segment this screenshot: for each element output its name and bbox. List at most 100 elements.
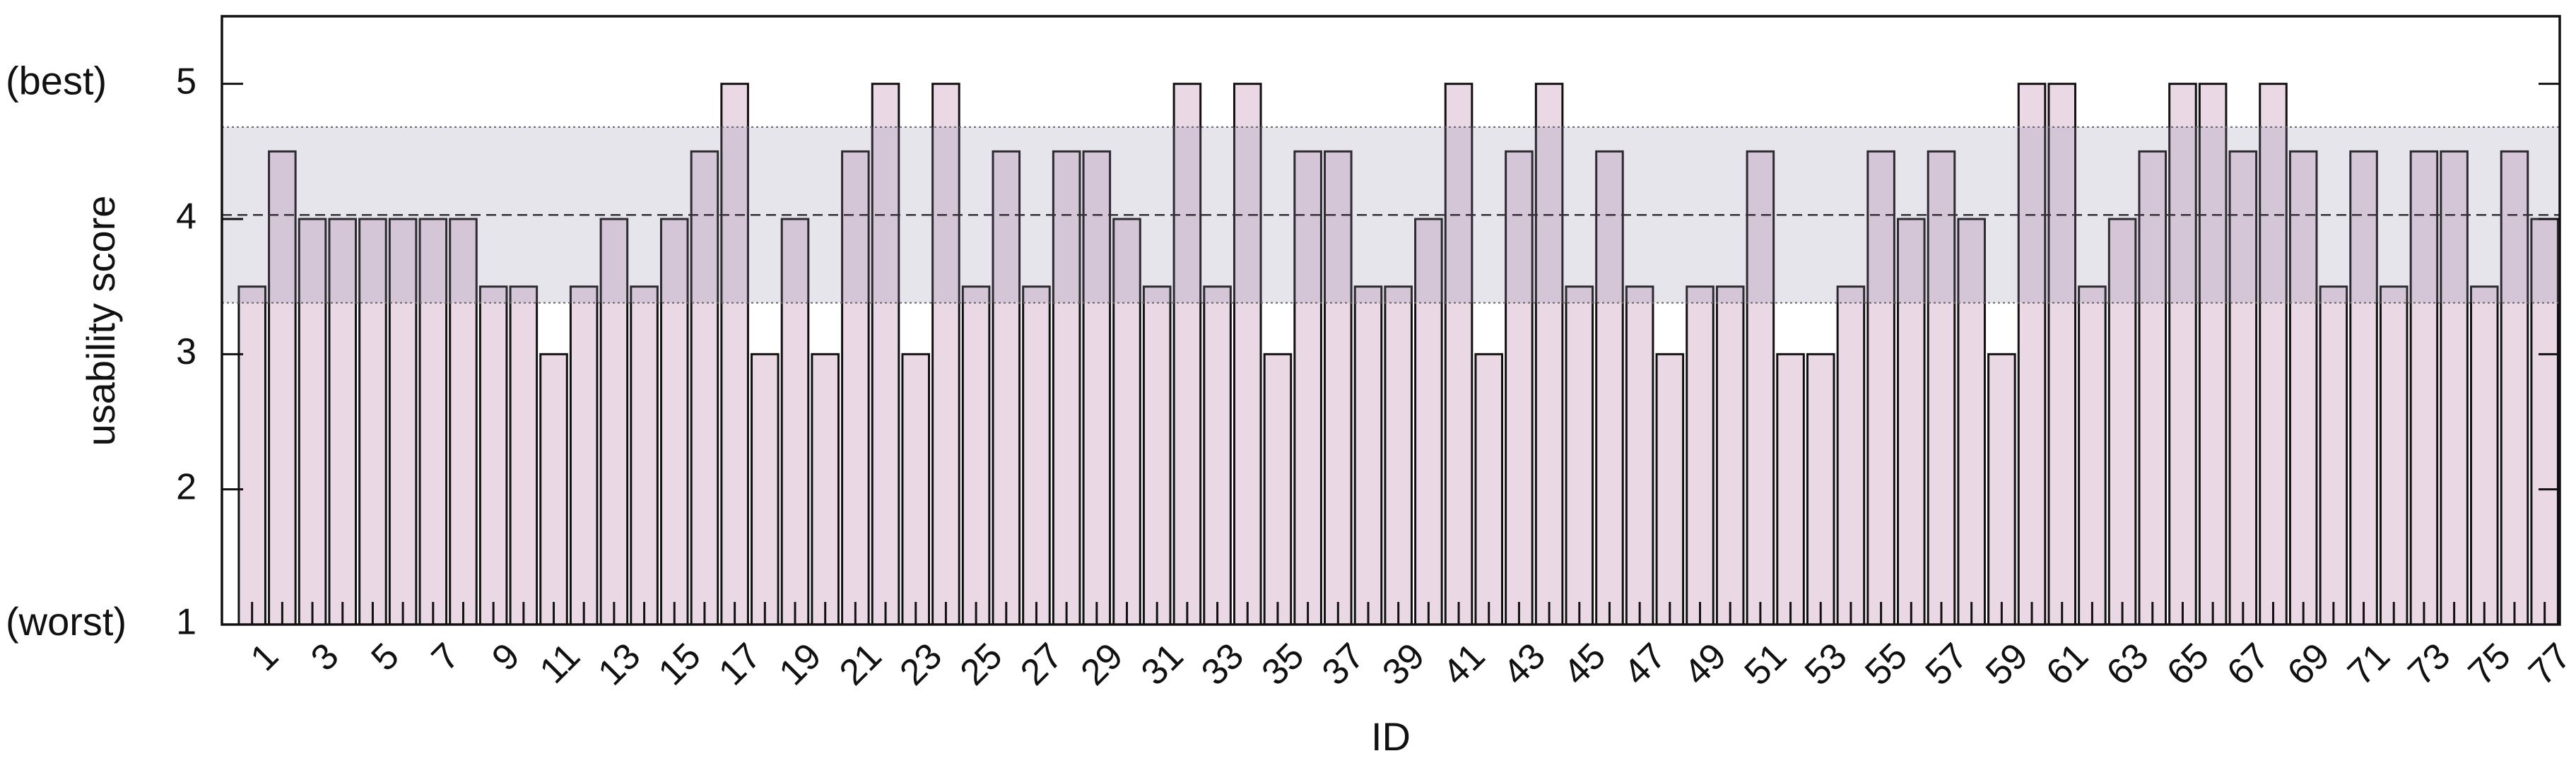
x-tick-label: 47 [1616,635,1674,693]
y-tick-label: 4 [176,196,196,237]
bar [1897,218,1926,626]
bar [1203,285,1232,626]
bar [1987,353,2016,626]
bar [690,150,719,626]
bar [2500,150,2529,626]
x-tick-label: 35 [1254,635,1312,693]
bar [539,353,568,626]
bar [1625,285,1654,626]
x-tick-label: 51 [1736,635,1794,693]
y-tick-label: 1 [176,602,196,643]
bar [358,218,387,626]
x-tick-label: 77 [2521,635,2576,693]
bar [992,150,1021,626]
bar [961,285,991,626]
x-tick-label: 27 [1013,635,1071,693]
bar [2379,285,2409,626]
x-tick-label: 37 [1315,635,1372,693]
bar [630,285,659,626]
y-tick-label: 2 [176,466,196,507]
bar [1263,353,1293,626]
bar [1836,285,1866,626]
bar [1746,150,1775,626]
bar [1776,353,1805,626]
bar [1324,150,1353,626]
bar [1022,285,1051,626]
x-tick-label: 1 [243,635,286,678]
annotation: (best) [6,58,107,102]
x-tick-label: 73 [2401,635,2459,693]
plot-frame [220,15,2561,626]
x-tick-label: 57 [1918,635,1976,693]
y-tick-label: 3 [176,331,196,372]
x-tick-label: 31 [1134,635,1192,693]
bar [1655,353,1685,626]
x-tick-label: 75 [2461,635,2519,693]
bar [780,218,810,626]
bar [1353,285,1383,626]
bar [1112,218,1141,626]
x-tick-label: 39 [1375,635,1433,693]
y-axis-label: usability score [78,196,123,446]
x-tick-label: 7 [424,635,467,678]
x-tick-label: 3 [303,635,346,678]
x-tick-label: 13 [590,635,648,693]
bar [811,353,840,626]
bar [2078,285,2107,626]
x-tick-label: 21 [832,635,890,693]
x-tick-label: 63 [2099,635,2157,693]
bar [1565,285,1594,626]
x-tick-label: 67 [2219,635,2277,693]
x-tick-label: 53 [1797,635,1855,693]
bar [1384,285,1413,626]
x-tick-label: 9 [484,635,527,678]
bar [2107,218,2137,626]
x-tick-label: 15 [651,635,709,693]
bar [1414,218,1443,626]
bar [1293,150,1322,626]
x-tick-label: 55 [1857,635,1915,693]
bar [901,353,931,626]
bar [720,83,749,626]
bar [1474,353,1504,626]
x-tick-label: 59 [1978,635,2036,693]
bar [1715,285,1745,626]
bar [599,218,629,626]
x-tick-label: 69 [2280,635,2338,693]
x-tick-label: 23 [892,635,950,693]
bar [1233,83,1262,626]
x-axis-label: ID [1371,714,1411,759]
bar [2440,150,2469,626]
x-tick-label: 33 [1194,635,1252,693]
bar [418,218,448,626]
x-tick-label: 45 [1555,635,1613,693]
x-tick-label: 61 [2038,635,2096,693]
bar [1534,83,1564,626]
x-tick-label: 19 [772,635,830,693]
bar [1172,83,1202,626]
bar [1142,285,1172,626]
bar [237,285,266,626]
bar [2319,285,2348,626]
bar [1806,353,1835,626]
bar [1957,218,1986,626]
bar [2470,285,2499,626]
x-tick-label: 41 [1435,635,1493,693]
bar [2138,150,2168,626]
x-tick-label: 43 [1495,635,1553,693]
x-tick-label: 5 [363,635,406,678]
y-tick-label: 5 [176,61,196,102]
bar [509,285,539,626]
x-tick-label: 65 [2159,635,2217,693]
x-tick-label: 29 [1073,635,1131,693]
bar [1686,285,1715,626]
x-tick-label: 17 [711,635,769,693]
x-tick-label: 11 [532,635,588,691]
bar [751,353,780,626]
x-tick-label: 71 [2340,635,2398,693]
bar [871,83,900,626]
bar [478,285,508,626]
x-tick-label: 25 [953,635,1011,693]
